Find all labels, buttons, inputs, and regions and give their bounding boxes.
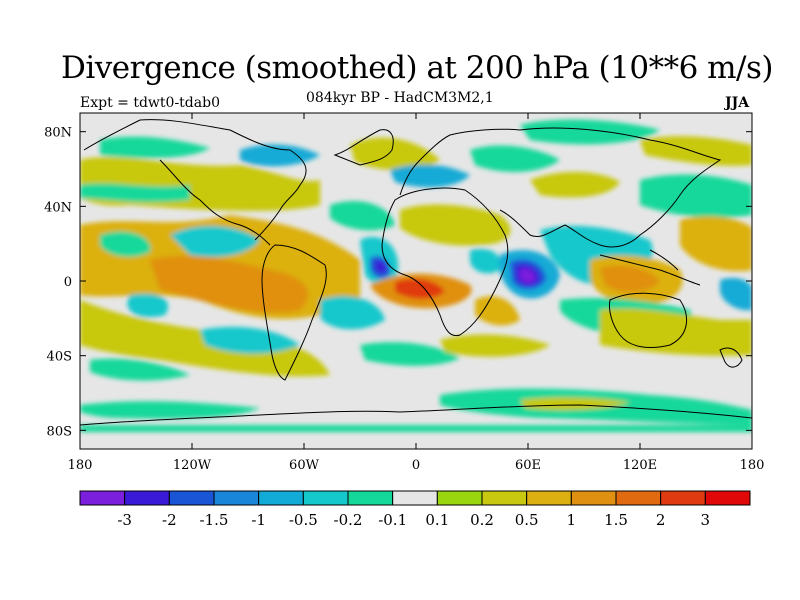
- africa-coast: [381, 187, 509, 337]
- colorbar-label: 2: [656, 511, 666, 529]
- colorbar-label: -0.2: [334, 511, 363, 529]
- colorbar-label: 0.2: [470, 511, 494, 529]
- coastlines: [80, 119, 752, 426]
- colorbar: -3 -2 -1.5 -1 -0.5 -0.2 -0.1 0.1 0.2 0.5 1 1.5 2 3: [79, 490, 751, 529]
- lon-tick-label: 180: [68, 458, 93, 473]
- colorbar-label: 1: [567, 511, 577, 529]
- maritime-continent-coast: [599, 249, 701, 286]
- lon-tick-label: 0: [412, 458, 420, 473]
- colorbar-label: -0.1: [378, 511, 407, 529]
- colorbar-label: -1.5: [200, 511, 229, 529]
- lon-tick-label: 60E: [515, 458, 541, 473]
- north-america-west-coast: [83, 119, 271, 246]
- lon-tick-label: 120E: [623, 458, 657, 473]
- colorbar-swatch: [704, 490, 751, 506]
- longitude-axis: 180 120W 60W 0 60E 120E 180: [68, 113, 765, 473]
- colorbar-swatch: [124, 490, 170, 506]
- chart-title: Divergence (smoothed) at 200 hPa (10**6 …: [61, 50, 774, 86]
- colorbar-swatch: [660, 490, 706, 506]
- colorbar-swatch: [615, 490, 662, 506]
- colorbar-label: -3: [117, 511, 132, 529]
- colorbar-label: 3: [701, 511, 711, 529]
- colorbar-label: -1: [251, 511, 266, 529]
- south-america-coast: [261, 244, 327, 381]
- colorbar-swatch: [213, 490, 260, 506]
- colorbar-swatch: [436, 490, 483, 506]
- colorbar-label: -0.5: [289, 511, 318, 529]
- colorbar-label: 1.5: [604, 511, 628, 529]
- colorbar-label: 0.1: [425, 511, 449, 529]
- colorbar-swatch: [302, 490, 349, 506]
- lon-tick-label: 120W: [173, 458, 212, 473]
- season-label: JJA: [725, 95, 750, 111]
- lat-tick-label: 80S: [47, 424, 72, 439]
- chart-subtitle: 084kyr BP - HadCM3M2,1: [306, 90, 494, 106]
- colorbar-swatch: [570, 490, 617, 506]
- divergence-field: [80, 119, 752, 432]
- colorbar-swatch: [526, 490, 572, 506]
- lat-tick-label: 0: [64, 275, 72, 290]
- colorbar-swatch: [258, 490, 304, 506]
- asia-coast: [499, 127, 722, 248]
- new-zealand-coast: [719, 347, 743, 368]
- lat-tick-label: 40N: [44, 200, 72, 215]
- colorbar-label: -2: [162, 511, 177, 529]
- colorbar-swatch: [481, 490, 528, 506]
- greenland-coast: [333, 129, 394, 166]
- australia-coast: [609, 292, 688, 348]
- colorbar-swatch: [79, 490, 126, 506]
- europe-coast: [399, 128, 521, 196]
- colorbar-swatch: [168, 490, 215, 506]
- lat-tick-label: 80N: [44, 126, 72, 141]
- lat-tick-label: 40S: [47, 350, 72, 365]
- latitude-axis: 80N 40N 0 40S 80S: [44, 126, 752, 439]
- antarctica-coast: [80, 404, 752, 426]
- lon-tick-label: 60W: [289, 458, 320, 473]
- colorbar-label: 0.5: [515, 511, 539, 529]
- colorbar-swatch: [347, 490, 394, 506]
- colorbar-swatch: [392, 490, 438, 506]
- north-america-coast: [139, 119, 307, 241]
- experiment-label: Expt = tdwt0-tdab0: [80, 95, 220, 111]
- lon-tick-label: 180: [740, 458, 765, 473]
